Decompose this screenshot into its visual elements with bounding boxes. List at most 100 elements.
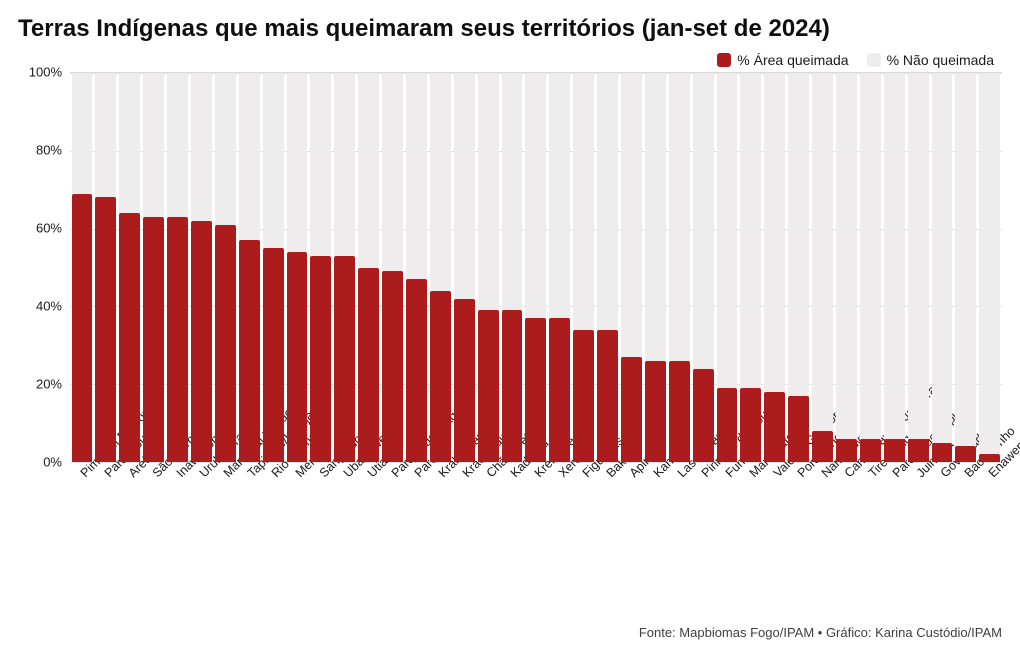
bar-notburned — [908, 73, 929, 439]
bar-notburned — [72, 73, 93, 194]
bar-notburned — [669, 73, 690, 361]
x-tick: Krahó-Kanela — [428, 462, 452, 612]
x-tick: Krenrehé — [524, 462, 548, 612]
bar — [213, 73, 237, 462]
x-tick: Nambikwara — [811, 462, 835, 612]
bar — [237, 73, 261, 462]
x-tick: Apinayé — [619, 462, 643, 612]
bar-notburned — [478, 73, 499, 310]
bar-burned — [239, 240, 260, 462]
x-tick: Enawenê-Nawê — [978, 462, 1002, 612]
bar — [524, 73, 548, 462]
bar-burned — [95, 197, 116, 462]
y-tick-label: 40% — [36, 299, 62, 314]
bar-burned — [406, 279, 427, 462]
bar-burned — [334, 256, 355, 462]
bar-notburned — [191, 73, 212, 221]
chart-frame: Terras Indígenas que mais queimaram seus… — [0, 0, 1020, 650]
source-line: Fonte: Mapbiomas Fogo/IPAM • Gráfico: Ka… — [639, 625, 1002, 640]
bar-burned — [645, 361, 666, 462]
bar — [858, 73, 882, 462]
bar-notburned — [764, 73, 785, 392]
legend-swatch-notburned — [867, 53, 881, 67]
x-tick: Parque do Araguaia — [381, 462, 405, 612]
bar-notburned — [860, 73, 881, 439]
bar-burned — [430, 291, 451, 462]
x-tick: Vale do Guaporé — [763, 462, 787, 612]
x-tick: Pimentel Barbosa — [70, 462, 94, 612]
bar-notburned — [645, 73, 666, 361]
bar-notburned — [788, 73, 809, 396]
bar-burned — [693, 369, 714, 462]
bar-notburned — [955, 73, 976, 446]
bars-container — [70, 73, 1002, 462]
bar — [715, 73, 739, 462]
bar-burned — [215, 225, 236, 462]
bar — [596, 73, 620, 462]
bar-notburned — [884, 73, 905, 439]
bar — [811, 73, 835, 462]
y-axis: 0%20%40%60%80%100% — [18, 72, 70, 462]
bar — [500, 73, 524, 462]
y-tick-label: 60% — [36, 221, 62, 236]
x-tick: Xerente — [548, 462, 572, 612]
bar — [428, 73, 452, 462]
bar-burned — [310, 256, 331, 462]
x-tick: Sangradouro — [309, 462, 333, 612]
x-tick: Utiariti — [357, 462, 381, 612]
bar-notburned — [119, 73, 140, 213]
bar-notburned — [287, 73, 308, 252]
bar — [404, 73, 428, 462]
x-tick: Marechal Rondon — [213, 462, 237, 612]
bar-burned — [669, 361, 690, 462]
bar-burned — [119, 213, 140, 462]
bar-burned — [621, 357, 642, 462]
bar — [882, 73, 906, 462]
bar-burned — [525, 318, 546, 462]
bar-burned — [454, 299, 475, 462]
plot-area: 0%20%40%60%80%100% — [18, 72, 1002, 462]
legend-label-notburned: % Não queimada — [887, 52, 994, 68]
bar-notburned — [358, 73, 379, 268]
bar-notburned — [239, 73, 260, 240]
legend-label-burned: % Área queimada — [737, 52, 848, 68]
bar-burned — [932, 443, 953, 462]
bar — [357, 73, 381, 462]
bar-burned — [788, 396, 809, 462]
bar-burned — [597, 330, 618, 462]
bar-notburned — [430, 73, 451, 291]
bar-notburned — [812, 73, 833, 431]
bar — [643, 73, 667, 462]
x-axis: Pimentel BarbosaParabubureAreõesSão Marc… — [70, 462, 1002, 612]
bar-burned — [860, 439, 881, 462]
bar-burned — [287, 252, 308, 462]
bar-burned — [573, 330, 594, 462]
bar-burned — [502, 310, 523, 462]
bar — [930, 73, 954, 462]
bar — [954, 73, 978, 462]
x-tick: Las Casas — [667, 462, 691, 612]
x-tick: São Marcos — [142, 462, 166, 612]
bar-burned — [167, 217, 188, 462]
bar-burned — [263, 248, 284, 462]
x-tick: Areões — [118, 462, 142, 612]
bar-notburned — [143, 73, 164, 217]
bar-burned — [908, 439, 929, 462]
legend-item-burned: % Área queimada — [717, 52, 848, 68]
bar-burned — [740, 388, 761, 462]
x-tick: Chão Preto — [476, 462, 500, 612]
bar-notburned — [167, 73, 188, 217]
bar — [285, 73, 309, 462]
x-tick: Bacurizinho — [954, 462, 978, 612]
x-tick: Bakairi — [596, 462, 620, 612]
y-tick-label: 20% — [36, 377, 62, 392]
x-tick: Cana Brava/Guajajara — [835, 462, 859, 612]
x-tick: Urubu Branco — [189, 462, 213, 612]
y-tick-label: 100% — [29, 65, 62, 80]
x-tick: Inawebohona — [166, 462, 190, 612]
x-tick: Kanela — [643, 462, 667, 612]
bar — [835, 73, 859, 462]
bar-notburned — [979, 73, 1000, 454]
bar — [572, 73, 596, 462]
bar-notburned — [310, 73, 331, 256]
